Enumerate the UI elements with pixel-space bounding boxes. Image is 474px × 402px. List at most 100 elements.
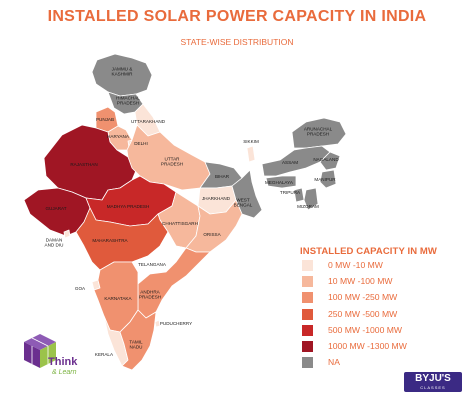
legend-label: 100 MW -250 MW [328, 292, 398, 303]
byjus-logo-subtext: CLASSES [420, 385, 446, 390]
legend-item: 10 MW -100 MW [300, 276, 470, 289]
state-label-line: PRADESH [117, 101, 139, 106]
legend-label: NA [328, 357, 340, 368]
label-bihar: BIHAR [215, 174, 230, 179]
legend-swatch [302, 357, 313, 369]
legend-item: 0 MW -10 MW [300, 260, 470, 273]
state-west-bengal [231, 169, 263, 219]
legend-label: 500 MW -1000 MW [328, 324, 403, 335]
label-tripura: TRIPURA [280, 190, 301, 195]
legend: INSTALLED CAPACITY IN MW 0 MW -10 MW 10 … [300, 246, 470, 370]
legend-item: 100 MW -250 MW [300, 292, 470, 305]
label-uttarakhand: UTTARAKHAND [131, 119, 166, 124]
label-west-bengal: WEST BENGAL [234, 197, 253, 207]
label-manipur: MANIPUR [314, 177, 336, 182]
label-delhi: DELHI [134, 141, 148, 146]
legend-item: 500 MW -1000 MW [300, 324, 470, 338]
state-maharashtra [75, 207, 169, 271]
state-sikkim [246, 145, 256, 163]
state-nagaland [319, 151, 341, 171]
legend-title: INSTALLED CAPACITY IN MW [300, 246, 437, 257]
state-label-line: KERALA [95, 352, 114, 357]
state-label-line: AND DIU [45, 243, 64, 248]
state-label-line: UTTARAKHAND [131, 119, 166, 124]
state-label-line: MANIPUR [314, 177, 336, 182]
label-assam: ASSAM [282, 160, 298, 165]
byjus-logo: BYJU'S CLASSES [404, 372, 462, 392]
legend-swatch [302, 260, 313, 271]
state-uttar-pradesh [126, 124, 211, 191]
label-chhattisgarh: CHHATTISGARH [162, 221, 198, 226]
state-label-line: PUNJAB [96, 117, 114, 122]
label-mizoram: MIZORAM [297, 204, 319, 209]
byjus-logo-text: BYJU'S [415, 373, 451, 384]
legend-swatch [302, 276, 313, 288]
state-label-line: MAHARASHTRA [92, 238, 128, 243]
think-learn-logo-icon [24, 334, 56, 368]
label-telangana: TELANGANA [138, 262, 167, 267]
state-label-line: WEST [236, 197, 249, 202]
label-madhya-pradesh: MADHYA PRADESH [107, 204, 150, 209]
state-puducherry [154, 319, 161, 328]
label-arunachal: ARUNACHAL PRADESH [304, 126, 333, 136]
label-rajasthan: RAJASTHAN [70, 162, 97, 167]
state-manipur [319, 169, 337, 189]
label-andhra-pradesh: ANDHRA PRADESH [139, 289, 161, 299]
state-label-line: PRADESH [307, 132, 329, 137]
label-jammu-kashmir: JAMMU & KASHMIR [112, 66, 134, 76]
state-label-line: PUDUCHERRY [160, 321, 192, 326]
legend-swatch [302, 308, 313, 320]
label-meghalaya: MEGHALAYA [265, 180, 294, 185]
legend-label: 0 MW -10 MW [328, 260, 383, 270]
legend-item: 1000 MW -1300 MW [300, 340, 470, 354]
state-label-line: TRIPURA [280, 190, 301, 195]
state-label-line: JAMMU & [112, 66, 133, 71]
state-label-line: PRADESH [139, 295, 161, 300]
page-subtitle: STATE-WISE DISTRIBUTION [180, 37, 294, 47]
state-label-line: KARNATAKA [104, 296, 132, 301]
state-label-line: JHARKHAND [202, 196, 231, 201]
label-haryana: HARYANA [107, 134, 130, 139]
label-puducherry: PUDUCHERRY [160, 321, 192, 326]
state-mizoram [303, 187, 319, 211]
state-label-line: BIHAR [215, 174, 230, 179]
state-label-line: NAGALAND [313, 157, 339, 162]
state-label-line: DELHI [134, 141, 148, 146]
legend-swatch [302, 340, 313, 352]
state-label-line: MADHYA PRADESH [107, 204, 150, 209]
state-label-line: HIMACHAL [116, 95, 140, 100]
state-label-line: TAMIL [129, 339, 143, 344]
state-tamil-nadu [119, 309, 157, 371]
legend-swatch [302, 292, 313, 304]
legend-item: 250 MW -500 MW [300, 308, 470, 322]
state-label-line: RAJASTHAN [70, 162, 97, 167]
state-label-line: CHHATTISGARH [162, 221, 198, 226]
label-maharashtra: MAHARASHTRA [92, 238, 128, 243]
legend-label: 10 MW -100 MW [328, 276, 393, 287]
state-label-line: SIKKIM [243, 139, 259, 144]
state-label-line: HARYANA [107, 134, 130, 139]
state-label-line: UTTAR [165, 156, 181, 161]
label-daman-diu: DAMAN AND DIU [45, 237, 64, 247]
state-label-line: ASSAM [282, 160, 298, 165]
state-meghalaya [265, 175, 297, 189]
state-label-line: GOA [75, 286, 86, 291]
think-learn-logo-text: Think [48, 356, 78, 368]
label-tamil-nadu: TAMIL NADU [129, 339, 143, 349]
state-label-line: GUJARAT [45, 206, 66, 211]
state-label-line: MIZORAM [297, 204, 319, 209]
state-label-line: BENGAL [234, 203, 253, 208]
legend-swatch [302, 324, 313, 336]
state-daman-diu [63, 229, 71, 239]
label-orissa: ORISSA [203, 232, 221, 237]
state-orissa [185, 199, 243, 253]
state-label-line: MEGHALAYA [265, 180, 294, 185]
state-label-line: DAMAN [46, 237, 63, 242]
think-learn-logo-subtext: & Learn [52, 369, 77, 376]
label-gujarat: GUJARAT [45, 206, 66, 211]
legend-label: 250 MW -500 MW [328, 308, 398, 319]
state-label-line: TELANGANA [138, 262, 167, 267]
state-jammu-kashmir [91, 53, 153, 97]
